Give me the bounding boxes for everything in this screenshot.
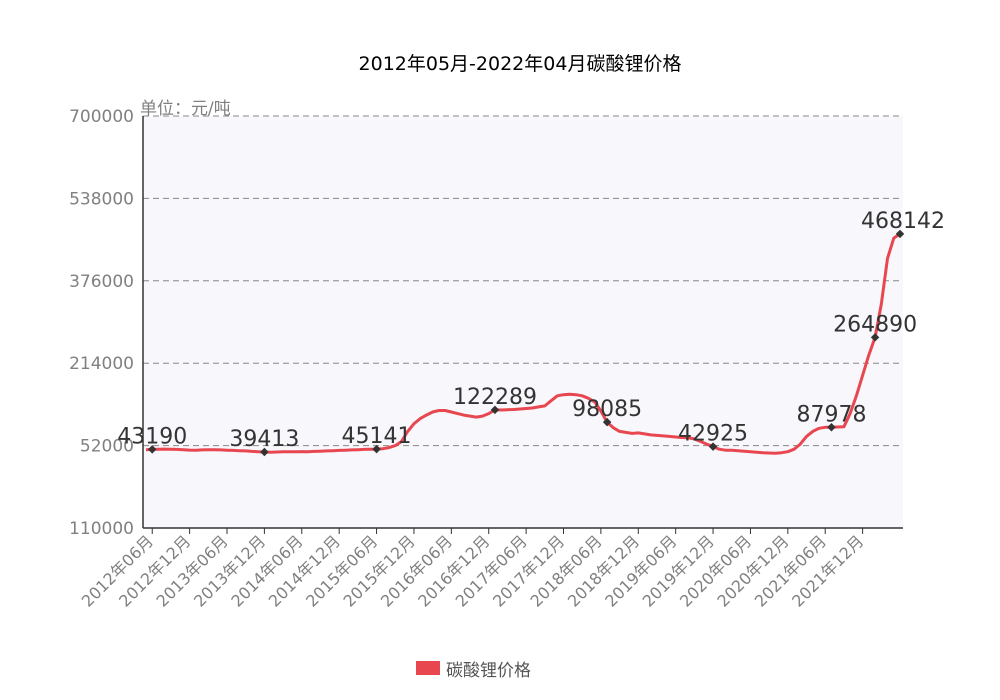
data-point-marker <box>708 442 718 451</box>
data-point-marker <box>372 444 381 454</box>
y-tick-label: 110000 <box>69 519 134 539</box>
legend-label: 碳酸锂价格 <box>446 661 531 681</box>
y-tick-label: 538000 <box>69 189 134 209</box>
y-tick-label: 52000 <box>80 437 134 457</box>
plot-area <box>143 116 903 528</box>
data-label: 42925 <box>678 422 748 447</box>
data-point-markers <box>147 229 905 457</box>
y-tick-label: 700000 <box>69 107 134 127</box>
data-label: 87978 <box>796 402 866 427</box>
data-point-marker <box>827 423 836 432</box>
data-point-marker <box>602 417 612 427</box>
y-tick-label: 214000 <box>69 354 134 374</box>
data-label: 45141 <box>342 424 412 449</box>
legend-swatch <box>416 661 440 675</box>
y-axis-ticks: 700000 538000 376000 214000 52000 110000 <box>69 107 134 539</box>
x-axis-ticks: 2012年06月2012年12月2013年06月2013年12月2014年06月… <box>78 528 867 611</box>
data-point-marker <box>260 447 269 457</box>
data-label: 468142 <box>861 209 945 234</box>
data-label: 43190 <box>117 424 187 449</box>
chart-title: 2012年05月-2022年04月碳酸锂价格 <box>359 53 682 75</box>
data-point-marker <box>870 333 880 342</box>
data-label: 122289 <box>453 385 537 410</box>
data-label: 39413 <box>229 427 299 452</box>
data-label: 98085 <box>572 397 642 422</box>
series-line-lithium-carbonate <box>145 232 901 455</box>
y-tick-label: 376000 <box>69 272 134 292</box>
data-point-marker <box>147 445 157 454</box>
data-labels: 43190 39413 45141 122289 98085 42925 87978 2648… <box>117 209 945 452</box>
data-point-marker <box>490 405 500 415</box>
y-unit-label: 单位：元/吨 <box>140 99 231 119</box>
legend[interactable]: 碳酸锂价格 <box>416 661 531 681</box>
data-label: 264890 <box>833 312 917 337</box>
grid-lines <box>143 115 903 447</box>
